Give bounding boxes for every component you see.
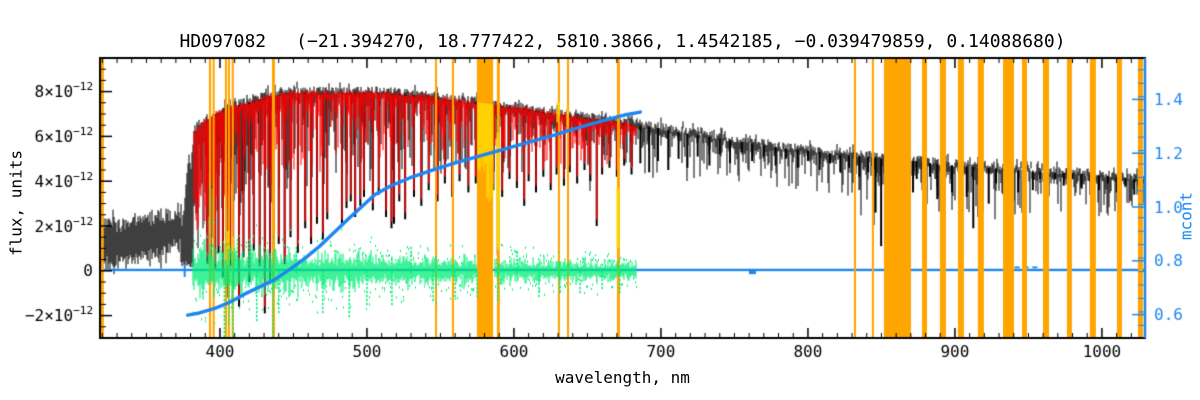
plot-title: HD097082 (−21.394270, 18.777422, 5810.386… xyxy=(100,31,1145,52)
star-id: HD097082 xyxy=(179,31,267,52)
y-axis-title-right: mcont xyxy=(1176,191,1196,241)
fit-parameters: (−21.394270, 18.777422, 5810.3866, 1.454… xyxy=(296,31,1066,52)
x-axis-title: wavelength, nm xyxy=(555,368,690,387)
y-axis-title-left: flux, units xyxy=(6,150,26,256)
